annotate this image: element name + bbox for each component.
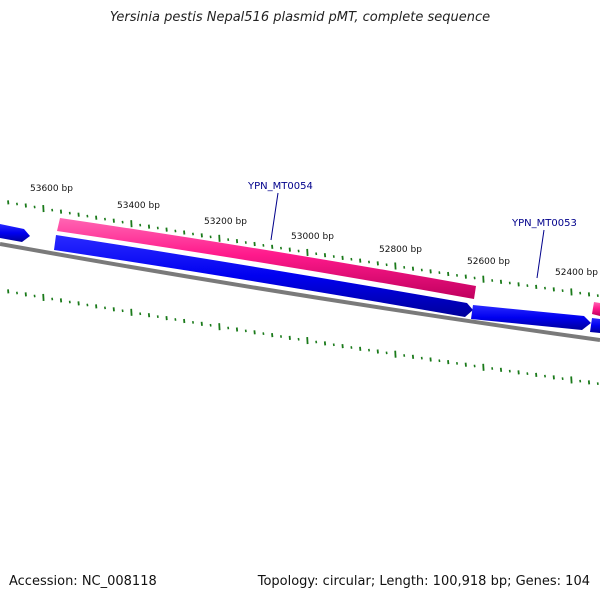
gene-arrow-main-reverse[interactable] [54,235,473,317]
outer-tick-marks [7,200,599,298]
accession-text: Accession: NC_008118 [9,574,157,589]
scale-label: 53200 bp [204,217,247,227]
scale-label: 52400 bp [555,268,598,278]
map-title: Yersinia pestis Nepal516 plasmid pMT, co… [109,10,491,25]
gene-arrow-left-partial[interactable] [0,224,30,242]
gene-label-leader [536,229,545,279]
sequence-backbone [0,242,600,342]
forward-strand-features [57,218,600,316]
gene-labels: YPN_MT0054 YPN_MT0053 [247,181,577,279]
scale-label: 53400 bp [117,201,160,211]
scale-label: 53000 bp [291,232,334,242]
gene-arrow-right-partial[interactable] [590,318,600,333]
scale-label: 52600 bp [467,257,510,267]
scale-label: 53600 bp [30,184,73,194]
inner-tick-marks [7,289,599,386]
gene-label-leader [270,192,279,241]
scale-labels: 53600 bp 53400 bp 53200 bp 53000 bp 5280… [30,184,598,278]
gene-label-ypn-mt0054[interactable]: YPN_MT0054 [247,181,313,192]
gene-arrow-ypn-mt0053[interactable] [471,305,591,330]
reverse-strand-features [0,224,600,333]
gene-label-ypn-mt0053[interactable]: YPN_MT0053 [511,218,577,229]
gene-arrow-ypn-mt0054[interactable] [57,218,476,299]
topology-summary: Topology: circular; Length: 100,918 bp; … [257,574,590,589]
scale-label: 52800 bp [379,245,422,255]
gene-arrow-partial[interactable] [592,302,600,316]
